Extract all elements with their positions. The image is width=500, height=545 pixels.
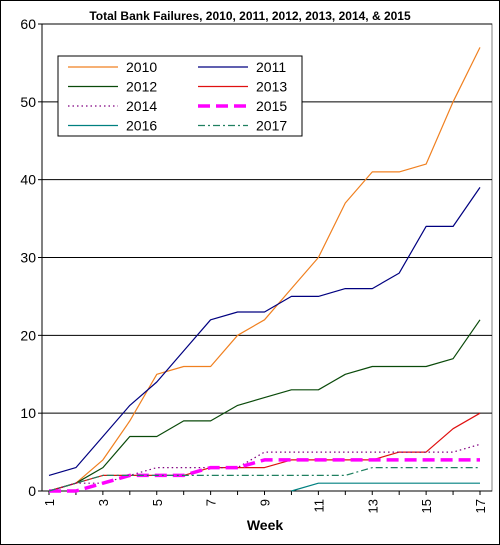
- legend-label: 2012: [126, 79, 157, 95]
- legend: 2010 2011 2012 2013 2014 2015 2016 2017: [57, 55, 303, 137]
- x-tick-label: 13: [365, 499, 380, 513]
- legend-label: 2011: [256, 59, 286, 75]
- x-tick-label: 17: [473, 499, 488, 513]
- x-tick-label: 15: [419, 499, 434, 513]
- legend-label: 2014: [126, 98, 157, 114]
- x-axis-label: Week: [247, 517, 284, 533]
- series-line-2013: [48, 412, 481, 492]
- legend-label: 2013: [256, 79, 287, 95]
- x-tick-label: 7: [204, 499, 219, 506]
- series-lines: [48, 47, 481, 493]
- y-tick-label: 10: [20, 405, 36, 421]
- x-tick-label: 3: [96, 499, 111, 506]
- x-tick-label: 5: [150, 499, 165, 506]
- y-tick-label: 60: [20, 16, 36, 32]
- y-tick-label: 20: [20, 327, 36, 343]
- y-tick-label: 0: [28, 483, 36, 499]
- chart-title: Total Bank Failures, 2010, 2011, 2012, 2…: [89, 9, 411, 23]
- x-tick-label: 1: [42, 499, 57, 506]
- legend-label: 2010: [126, 59, 157, 75]
- legend-label: 2017: [256, 118, 287, 134]
- y-tick-label: 50: [20, 94, 36, 110]
- series-line-2011: [48, 187, 481, 476]
- series-line-2016: [291, 482, 480, 492]
- legend-label: 2016: [126, 118, 157, 134]
- series-line-2010: [48, 47, 481, 492]
- y-tick-label: 40: [20, 172, 36, 188]
- x-tick-label: 11: [311, 499, 326, 513]
- series-line-2015: [49, 458, 480, 493]
- legend-box: [57, 55, 303, 137]
- series-line-2017: [48, 467, 480, 492]
- y-tick-label: 30: [20, 250, 36, 266]
- series-line-2012: [48, 319, 481, 492]
- x-tick-label: 9: [258, 499, 273, 506]
- legend-label: 2015: [256, 98, 287, 114]
